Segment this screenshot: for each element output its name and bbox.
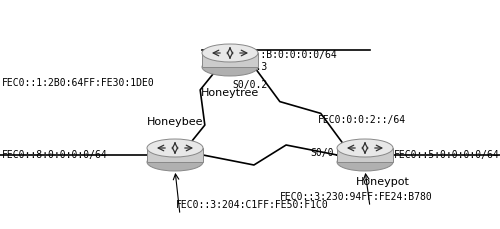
Text: Honeypot: Honeypot: [356, 177, 410, 187]
Text: Honeybee: Honeybee: [147, 117, 203, 127]
Text: FEC0::1:2B0:64FF:FE30:1DE0: FEC0::1:2B0:64FF:FE30:1DE0: [2, 78, 155, 88]
Bar: [337, 148, 393, 162]
Ellipse shape: [337, 139, 393, 157]
Bar: [147, 148, 203, 162]
Text: S0/0.2: S0/0.2: [310, 148, 345, 158]
Text: FEC0::3:204:C1FF:FE50:F1C0: FEC0::3:204:C1FF:FE50:F1C0: [176, 200, 329, 210]
Text: FEC0::5:0:0:0:0/64: FEC0::5:0:0:0:0/64: [394, 150, 500, 160]
Text: Honeytree: Honeytree: [201, 88, 259, 98]
Ellipse shape: [202, 44, 258, 62]
Ellipse shape: [147, 139, 203, 157]
Text: S0/0.3: S0/0.3: [232, 62, 267, 72]
Ellipse shape: [147, 153, 203, 171]
Text: FEC0::B:0:0:0:0/64: FEC0::B:0:0:0:0/64: [232, 50, 338, 60]
Text: FEC0:0:0:2::/64: FEC0:0:0:2::/64: [318, 115, 406, 125]
Text: FEC0::8:0:0:0:0/64: FEC0::8:0:0:0:0/64: [2, 150, 108, 160]
Ellipse shape: [202, 58, 258, 76]
Bar: [202, 53, 258, 67]
Text: FEC0::3:230:94FF:FE24:B780: FEC0::3:230:94FF:FE24:B780: [280, 192, 433, 202]
Ellipse shape: [337, 153, 393, 171]
Text: S0/0.2: S0/0.2: [232, 80, 267, 90]
